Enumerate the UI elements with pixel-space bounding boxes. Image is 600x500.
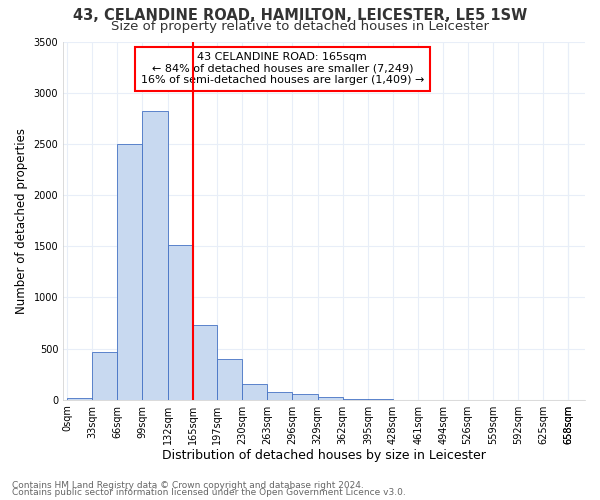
Bar <box>92 352 117 400</box>
Bar <box>117 144 142 400</box>
Text: Contains HM Land Registry data © Crown copyright and database right 2024.: Contains HM Land Registry data © Crown c… <box>12 480 364 490</box>
X-axis label: Distribution of detached houses by size in Leicester: Distribution of detached houses by size … <box>162 450 486 462</box>
Bar <box>292 394 317 400</box>
Text: Size of property relative to detached houses in Leicester: Size of property relative to detached ho… <box>111 20 489 33</box>
Bar <box>368 399 393 400</box>
Text: 43 CELANDINE ROAD: 165sqm
← 84% of detached houses are smaller (7,249)
16% of se: 43 CELANDINE ROAD: 165sqm ← 84% of detac… <box>140 52 424 86</box>
Text: Contains public sector information licensed under the Open Government Licence v3: Contains public sector information licen… <box>12 488 406 497</box>
Bar <box>167 245 193 400</box>
Y-axis label: Number of detached properties: Number of detached properties <box>15 128 28 314</box>
Bar <box>217 359 242 400</box>
Bar <box>142 111 167 400</box>
Bar <box>242 384 268 400</box>
Bar <box>193 325 217 400</box>
Bar <box>268 392 292 400</box>
Bar <box>343 398 368 400</box>
Text: 43, CELANDINE ROAD, HAMILTON, LEICESTER, LE5 1SW: 43, CELANDINE ROAD, HAMILTON, LEICESTER,… <box>73 8 527 22</box>
Bar <box>317 396 343 400</box>
Bar <box>67 398 92 400</box>
